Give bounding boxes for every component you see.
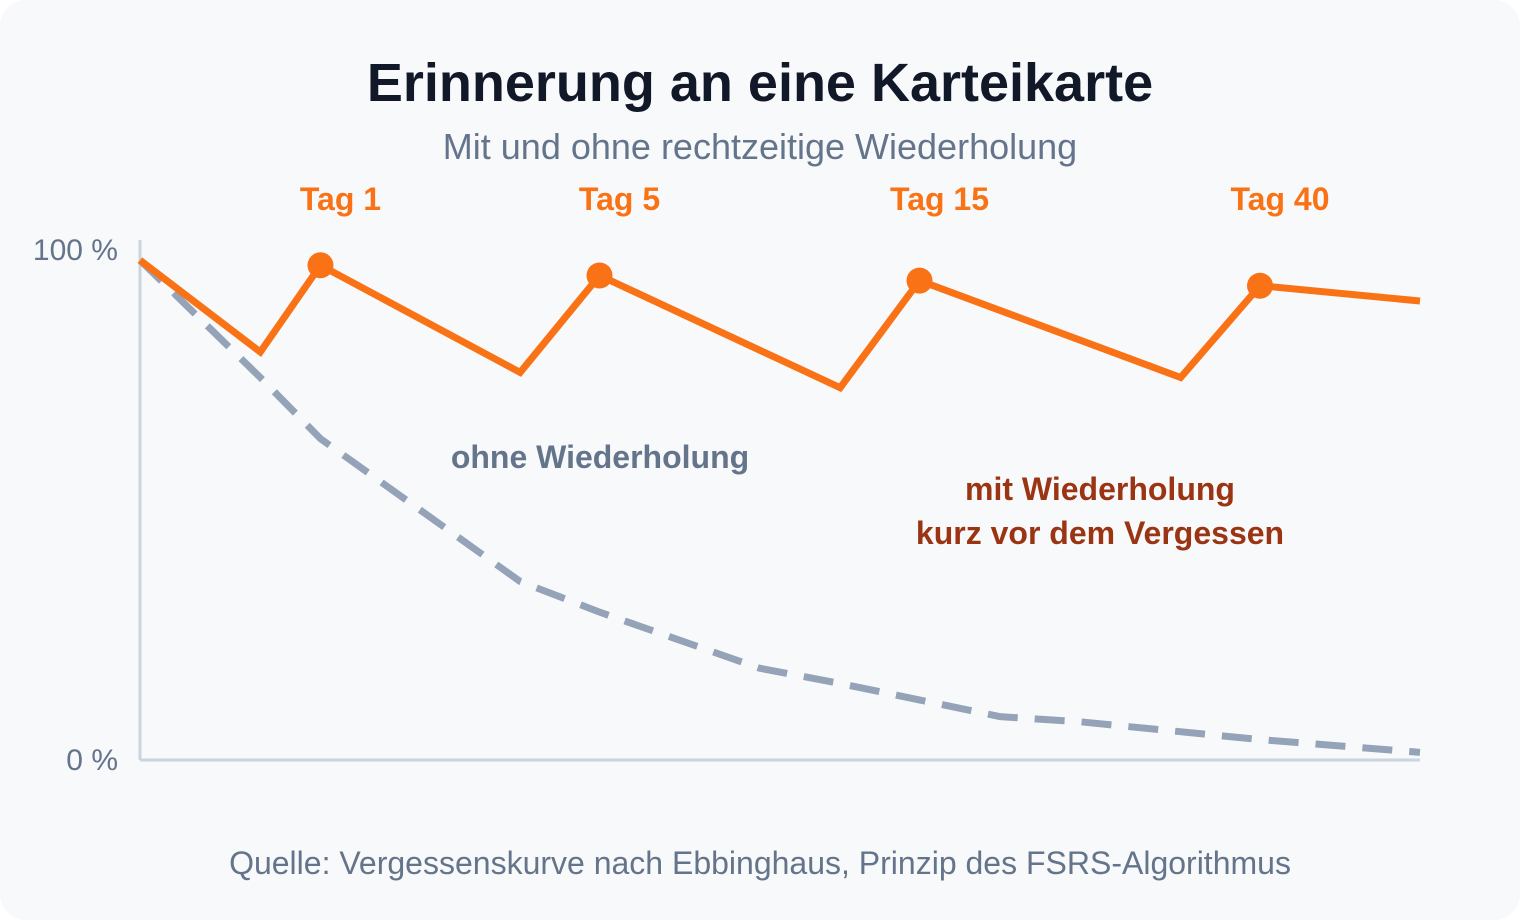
axes: 100 % 0 % [33, 234, 1420, 777]
series-line-mit-wiederholung [137, 257, 1421, 393]
review-day-label: Tag 40 [1231, 181, 1330, 217]
series-label-line: mit Wiederholung [965, 471, 1235, 507]
source-note: Quelle: Vergessenskurve nach Ebbinghaus,… [229, 845, 1291, 881]
chart-subtitle: Mit und ohne rechtzeitige Wiederholung [442, 126, 1078, 167]
review-day-label: Tag 15 [890, 181, 989, 217]
y-tick-label: 0 % [66, 744, 118, 777]
review-day-label: Tag 1 [300, 181, 381, 217]
series-label-mit-wiederholung: mit Wiederholung kurz vor dem Vergessen [916, 471, 1284, 551]
y-tick-label: 100 % [33, 234, 118, 267]
chart-title: Erinnerung an eine Karteikarte [366, 53, 1154, 113]
review-point [1247, 272, 1273, 299]
labels-layer: Tag 1 Tag 5 Tag 15 Tag 40 ohne Wiederholung m… [300, 181, 1330, 551]
series-layer [137, 252, 1421, 756]
review-day-label: Tag 5 [579, 181, 660, 217]
series-label-ohne-wiederholung: ohne Wiederholung [451, 439, 749, 475]
series-line-ohne-wiederholung [137, 257, 1421, 756]
review-point [307, 252, 334, 279]
review-point [586, 262, 613, 289]
series-label-line: kurz vor dem Vergessen [916, 515, 1284, 551]
review-point [906, 267, 933, 294]
